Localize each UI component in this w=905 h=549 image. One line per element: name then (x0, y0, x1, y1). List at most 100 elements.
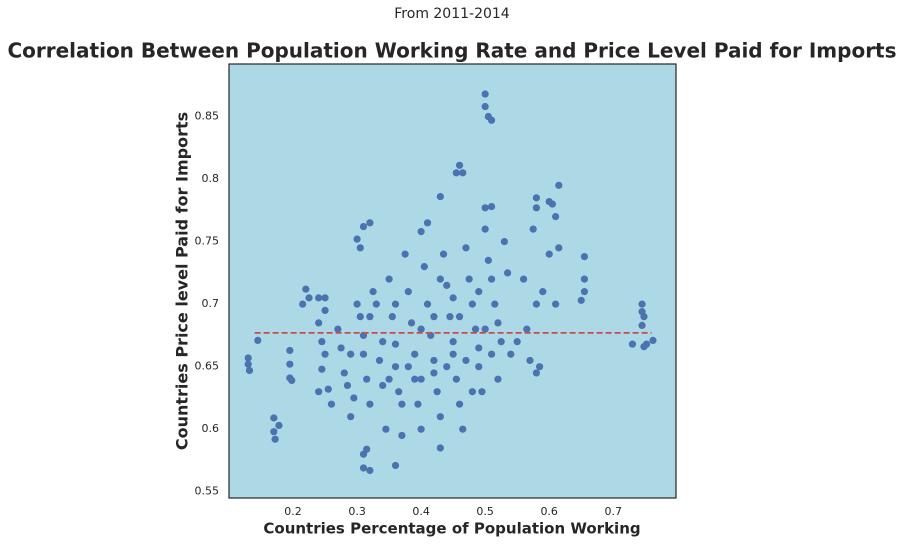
point (369, 288, 377, 296)
point (395, 388, 403, 396)
point (446, 313, 454, 321)
point (475, 344, 483, 352)
point (443, 281, 451, 289)
point (548, 200, 557, 208)
point (491, 300, 499, 308)
point (318, 365, 326, 373)
point (244, 354, 252, 362)
point (375, 356, 384, 365)
point (286, 360, 294, 368)
point (526, 356, 534, 365)
point (523, 325, 531, 333)
point (459, 169, 467, 177)
point (379, 338, 387, 346)
y-tick-label: 0.7 (202, 297, 220, 310)
point (366, 400, 374, 408)
point (577, 296, 585, 304)
point (363, 445, 371, 453)
point (347, 350, 355, 358)
point (388, 313, 396, 321)
point (494, 319, 502, 327)
point (398, 400, 406, 408)
point (379, 381, 387, 390)
point (366, 466, 374, 475)
x-tick-label: 0.4 (412, 505, 430, 518)
point (315, 294, 323, 302)
point (372, 300, 380, 308)
point (487, 116, 496, 124)
point (481, 90, 489, 98)
point (532, 194, 540, 202)
point (391, 300, 400, 308)
point (580, 275, 589, 283)
point (254, 336, 262, 345)
point (475, 363, 483, 371)
point (487, 202, 496, 211)
point (433, 388, 441, 396)
point (535, 363, 544, 371)
point (642, 340, 651, 348)
point (468, 300, 476, 308)
point (430, 369, 438, 377)
point (420, 263, 428, 271)
point (649, 336, 657, 345)
point (334, 325, 342, 333)
point (391, 363, 400, 371)
point (286, 346, 294, 355)
point (245, 366, 254, 375)
point (385, 275, 393, 283)
point (552, 212, 560, 221)
point (494, 375, 502, 383)
point (270, 428, 278, 436)
y-axis-label: Countries Price level Paid for Imports (173, 112, 192, 450)
point (436, 275, 444, 283)
point (430, 356, 438, 365)
point (481, 325, 489, 333)
point (391, 461, 400, 470)
point (481, 225, 489, 233)
point (423, 300, 432, 308)
point (270, 414, 278, 422)
point (462, 244, 470, 252)
y-tick-label: 0.75 (195, 235, 220, 248)
point (288, 376, 296, 385)
point (449, 294, 457, 302)
point (302, 285, 310, 293)
x-tick-label: 0.7 (604, 505, 622, 518)
point (356, 244, 364, 252)
chart-title: Correlation Between Population Working R… (7, 39, 896, 63)
point (414, 400, 422, 408)
point (244, 360, 252, 368)
point (436, 413, 444, 421)
point (555, 181, 563, 189)
point (475, 288, 483, 296)
point (465, 275, 473, 283)
point (487, 350, 496, 358)
point (539, 288, 547, 296)
point (628, 340, 637, 348)
point (321, 350, 329, 358)
point (468, 388, 476, 396)
point (436, 192, 444, 201)
point (513, 338, 521, 346)
point (555, 244, 563, 252)
point (305, 294, 313, 302)
point (382, 425, 390, 433)
point (366, 219, 374, 227)
point (532, 204, 540, 212)
point (449, 350, 457, 358)
x-tick-label: 0.3 (348, 505, 366, 518)
point (340, 369, 348, 377)
point (356, 313, 364, 321)
point (484, 256, 492, 264)
point (481, 102, 489, 111)
point (580, 253, 589, 261)
point (411, 375, 419, 383)
point (439, 250, 448, 258)
y-tick-label: 0.6 (202, 422, 220, 435)
point (315, 319, 323, 327)
point (353, 235, 361, 243)
point (398, 431, 406, 440)
point (417, 425, 425, 433)
